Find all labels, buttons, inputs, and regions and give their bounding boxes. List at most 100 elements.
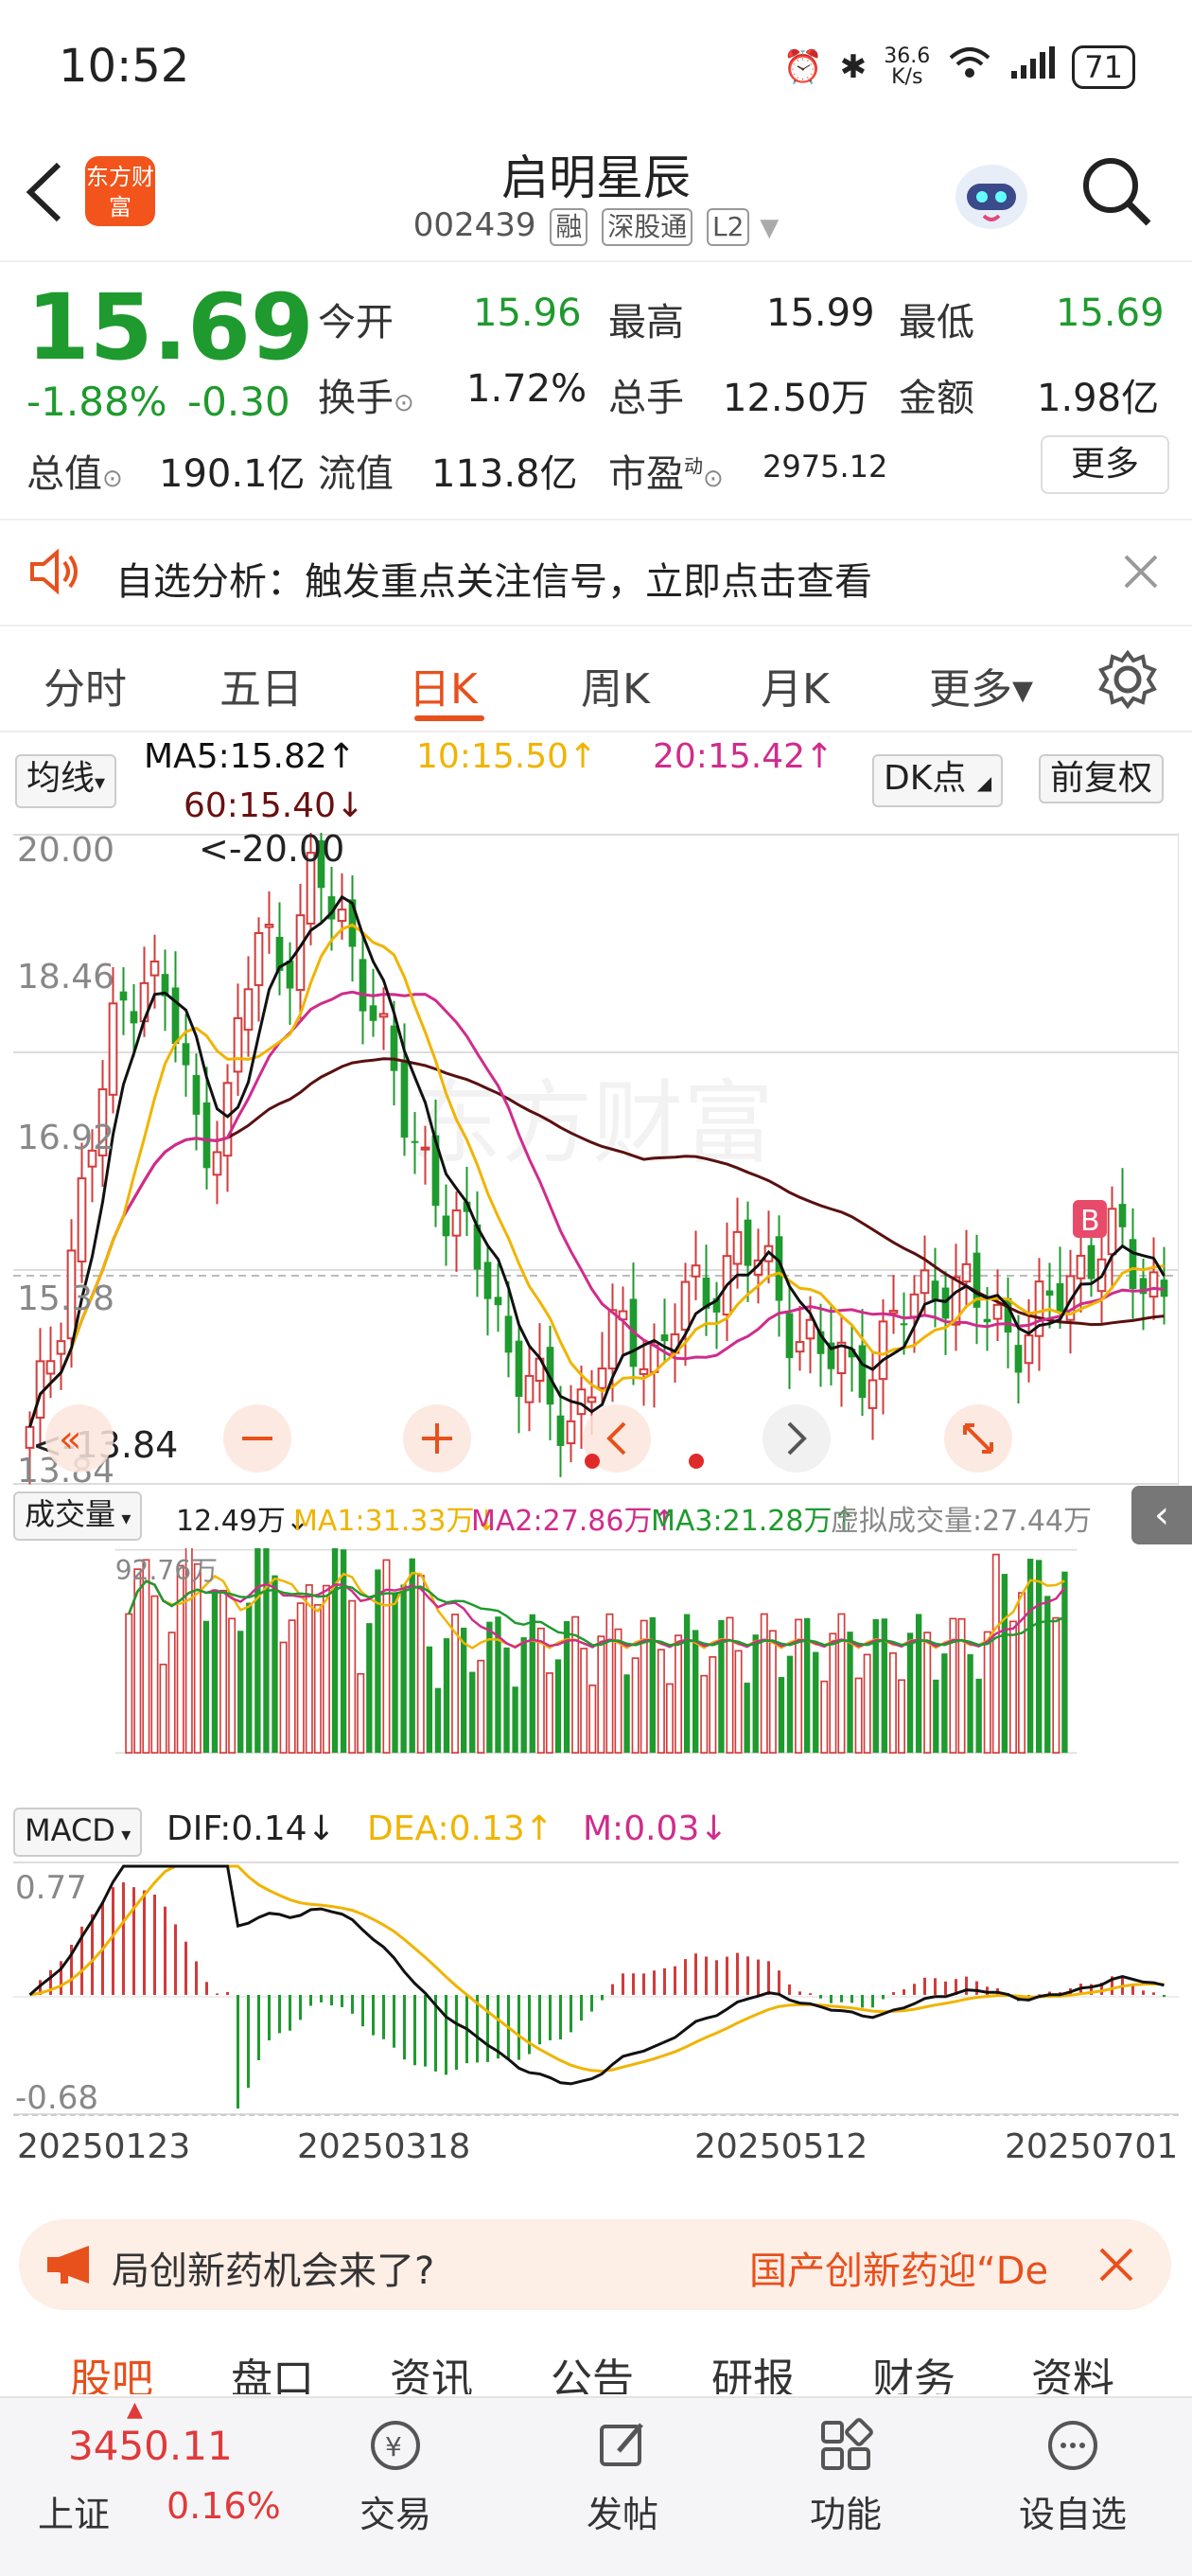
tab-five-day[interactable]: 五日: [219, 665, 303, 714]
candle-body: [1014, 1345, 1023, 1373]
volume-bar: [597, 1635, 605, 1754]
next-button[interactable]: [763, 1404, 831, 1473]
candle-body: [222, 1082, 233, 1157]
zoom-out-button[interactable]: [223, 1404, 291, 1473]
candle-body: [878, 1320, 888, 1381]
notice-bar[interactable]: 自选分析：触发重点关注信号，立即点击查看: [0, 519, 1192, 626]
nav-watchlist[interactable]: 设自选: [988, 2417, 1158, 2537]
macd-top-label: 0.77: [15, 1869, 87, 1907]
volume-bar: [967, 1653, 973, 1754]
tab-intraday[interactable]: 分时: [44, 665, 127, 714]
more-button[interactable]: 更多: [1041, 435, 1169, 494]
candle-body: [119, 991, 128, 1001]
candle-body: [378, 1013, 389, 1018]
volume-bar: [340, 1549, 347, 1754]
battery-icon: 71: [1072, 45, 1135, 89]
stock-header: [0, 132, 1192, 262]
stock-code-row[interactable]: 002439 融 深股通 L2 ▼: [0, 206, 1192, 246]
candle-body: [961, 1262, 972, 1283]
volume-bar: [605, 1613, 614, 1754]
robot-assistant-icon[interactable]: [946, 150, 1037, 240]
nav-post[interactable]: 发帖: [537, 2417, 708, 2537]
macd-histogram: [39, 1881, 1166, 2108]
volume-bar: [460, 1627, 467, 1754]
candle-body: [597, 1367, 607, 1389]
candle-body: [1118, 1204, 1127, 1227]
candle-body: [431, 1135, 440, 1207]
volume-selector[interactable]: 成交量 ▾: [13, 1491, 143, 1541]
candle-body: [858, 1345, 867, 1399]
tab-financials[interactable]: 财务: [872, 2355, 955, 2394]
index-change: 0.16%: [167, 2485, 281, 2527]
back-icon[interactable]: [21, 159, 68, 229]
volume-ma1: MA1:31.33万↓: [293, 1505, 499, 1538]
nav-functions[interactable]: 功能: [761, 2417, 931, 2537]
mktcap-value: 190.1亿: [159, 452, 306, 496]
kline-chart[interactable]: 东方财富 20.00 18.46 16.92 15.38 13.84 <-20.…: [13, 833, 1179, 1486]
megaphone-icon: [45, 2244, 98, 2289]
y-label-2: 18.46: [17, 958, 114, 997]
tab-news[interactable]: 资讯: [390, 2355, 473, 2394]
volume-bar: [957, 1617, 966, 1754]
open-label: 今开: [318, 301, 394, 344]
tab-more[interactable]: 更多▾: [929, 665, 1034, 714]
macd-chart[interactable]: 0.77 -0.68: [13, 1861, 1179, 2116]
prev-button[interactable]: [583, 1404, 651, 1473]
close-icon[interactable]: [1097, 2246, 1135, 2287]
dk-point-button[interactable]: DK点 ◢: [872, 754, 1004, 807]
candle-body: [212, 1151, 222, 1176]
candle-body: [1034, 1280, 1044, 1337]
tab-profile[interactable]: 资料: [1031, 2355, 1114, 2394]
volume-bar: [443, 1638, 450, 1754]
adjust-button[interactable]: 前复权: [1039, 754, 1165, 803]
gear-icon[interactable]: [1097, 649, 1158, 714]
promo-banner[interactable]: 局创新药机会来了? 国产创新药迎“De: [19, 2219, 1171, 2310]
low-value: 15.69: [1056, 291, 1165, 335]
volume-chart[interactable]: 92.76万: [13, 1548, 1179, 1798]
tab-announcements[interactable]: 公告: [551, 2355, 634, 2394]
last-price: 15.69: [26, 274, 314, 380]
volume-bar: [219, 1589, 228, 1754]
close-icon[interactable]: [1122, 553, 1160, 594]
volume-bar: [786, 1655, 794, 1754]
macd-dea-line: [29, 1864, 1165, 2073]
candle-body: [1107, 1208, 1117, 1256]
volume-bar: [263, 1548, 270, 1754]
turnover-label: 换手⊙: [318, 377, 414, 420]
volume-bar: [623, 1674, 630, 1754]
tab-forum[interactable]: 股吧: [70, 2355, 153, 2394]
volume-bar: [829, 1632, 837, 1754]
fullscreen-button[interactable]: [944, 1404, 1012, 1473]
macd-selector[interactable]: MACD ▾: [13, 1808, 143, 1857]
volume-label: 总手: [608, 377, 684, 420]
volume-bar: [692, 1630, 699, 1754]
tab-daily-k[interactable]: 日K: [409, 665, 478, 714]
volume-bar: [683, 1614, 691, 1754]
candle-body: [400, 1059, 409, 1138]
collapse-panel-button[interactable]: ‹: [1131, 1486, 1192, 1544]
scroll-left-button[interactable]: «: [45, 1404, 114, 1473]
candle-body: [87, 1149, 97, 1168]
index-value[interactable]: 3450.11: [68, 2423, 233, 2469]
candle-body: [744, 1219, 752, 1266]
notice-text: 自选分析：触发重点关注信号，立即点击查看: [115, 560, 872, 604]
candle-body: [77, 1177, 87, 1262]
nav-watchlist-label: 设自选: [1018, 2494, 1127, 2535]
candle-body: [483, 1262, 492, 1299]
tab-research[interactable]: 研报: [711, 2355, 795, 2394]
tab-weekly-k[interactable]: 周K: [581, 665, 650, 714]
amount-label: 金额: [899, 377, 974, 420]
low-label: 最低: [899, 301, 974, 344]
volume-bar: [375, 1569, 381, 1754]
bottom-nav: ▲ 3450.11 上证 0.16% ¥ 交易 发帖 功能 设自选: [0, 2396, 1192, 2576]
search-icon[interactable]: [1078, 153, 1154, 233]
volume-bar: [246, 1602, 253, 1754]
zoom-in-button[interactable]: [403, 1404, 471, 1473]
tab-monthly-k[interactable]: 月K: [761, 665, 830, 714]
indicator-selector[interactable]: 均线▾: [15, 754, 117, 808]
candle-body: [805, 1318, 815, 1340]
ma60-value: 60:15.40↓: [184, 786, 365, 825]
tab-orderbook[interactable]: 盘口: [231, 2355, 314, 2394]
volume-bar: [768, 1630, 777, 1754]
nav-trade[interactable]: ¥ 交易: [310, 2417, 481, 2537]
